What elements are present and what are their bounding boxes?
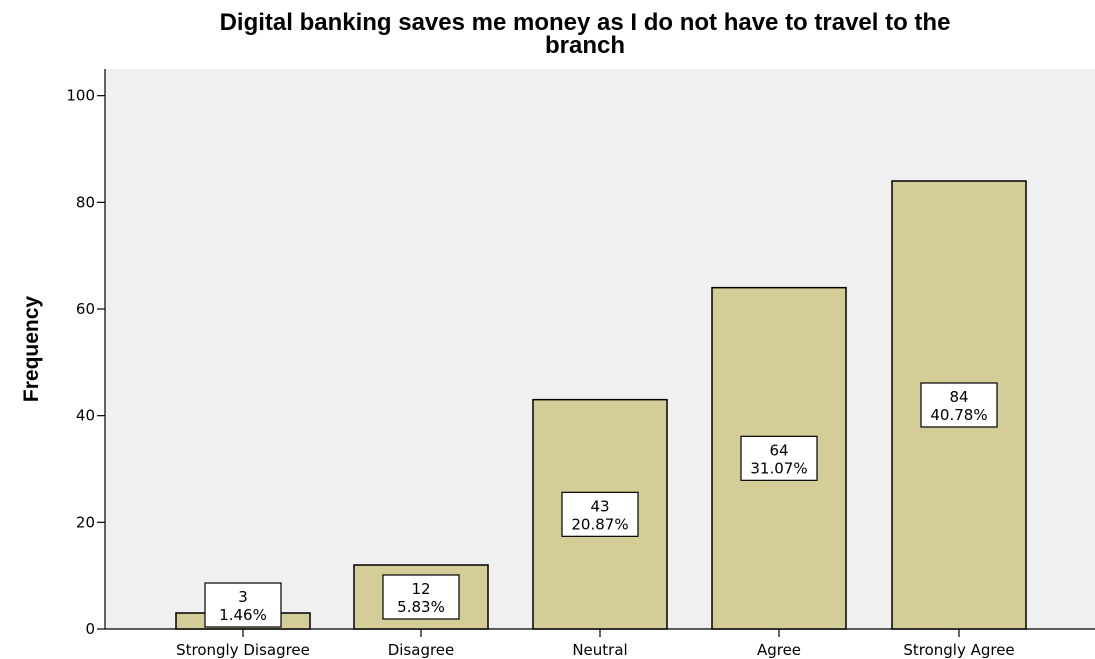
data-label-box — [920, 382, 998, 428]
data-label-percent: 40.78% — [930, 406, 987, 424]
axes: 0 20 40 60 80 100 Strongly Disagree Disagree Neu… — [66, 69, 1095, 659]
y-tick-label: 60 — [76, 300, 95, 318]
data-label-box — [561, 491, 639, 537]
y-tick-label: 80 — [76, 193, 95, 211]
x-tick-label: Agree — [757, 641, 801, 659]
y-tick-label: 100 — [66, 87, 95, 105]
y-tick-label: 40 — [76, 407, 95, 425]
data-label-percent: 5.83% — [397, 598, 445, 616]
x-tick-label: Disagree — [388, 641, 455, 659]
data-label-box — [740, 435, 818, 481]
data-label-box — [382, 574, 460, 620]
x-tick-label: Strongly Agree — [903, 641, 1014, 659]
data-label-count: 64 — [769, 441, 788, 459]
data-label-count: 84 — [949, 388, 968, 406]
data-label-count: 12 — [411, 580, 430, 598]
data-label-percent: 31.07% — [750, 459, 807, 477]
chart-title-line-1: Digital banking saves me money as I do n… — [220, 9, 951, 36]
data-label-count: 3 — [238, 588, 248, 606]
data-label-percent: 1.46% — [219, 606, 267, 624]
y-axis-label: Frequency — [20, 296, 43, 403]
chart-title-line-2: branch — [545, 32, 625, 59]
x-tick-label: Neutral — [572, 641, 627, 659]
data-label-box — [204, 582, 282, 628]
y-tick-label: 0 — [85, 620, 95, 638]
data-label-percent: 20.87% — [571, 515, 628, 533]
x-tick-label: Strongly Disagree — [176, 641, 310, 659]
data-label-count: 43 — [590, 497, 609, 515]
y-tick-label: 20 — [76, 513, 95, 531]
